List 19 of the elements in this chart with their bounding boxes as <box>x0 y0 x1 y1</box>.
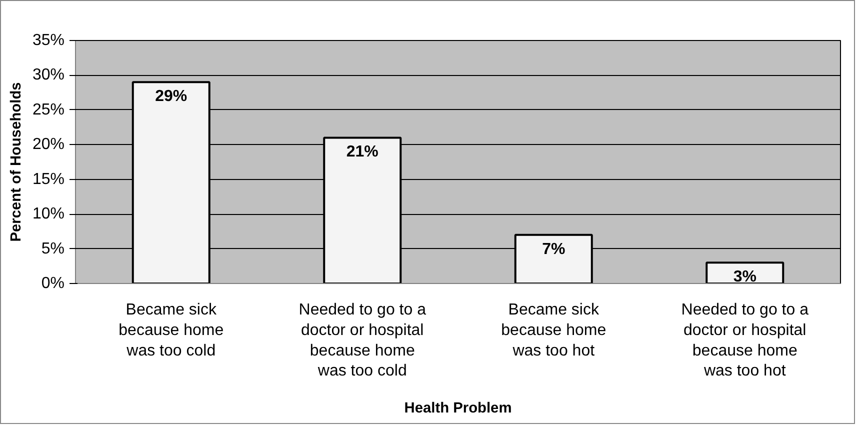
y-tick-label: 10% <box>32 206 65 223</box>
y-tick-label: 30% <box>32 66 65 84</box>
y-tick-label: 15% <box>32 170 65 188</box>
data-label: 29% <box>155 88 188 106</box>
data-label: 7% <box>542 240 566 258</box>
bar <box>706 262 784 284</box>
data-label: 3% <box>733 268 756 286</box>
y-tick-label: 0% <box>41 275 64 292</box>
y-tick-label: 35% <box>32 32 65 49</box>
y-tick-label: 25% <box>32 101 65 118</box>
y-axis-title: Percent of Households <box>8 82 24 242</box>
x-tick-label: Needed to go to a doctor or hospital because home was too cold <box>298 302 426 380</box>
x-axis-title: Health Problem <box>404 400 512 417</box>
y-tick-label: 20% <box>32 136 65 154</box>
data-label: 21% <box>346 144 378 161</box>
x-tick-label: Became sick because home was too cold <box>118 302 224 360</box>
x-tick-label: Became sick because home was too hot <box>501 302 606 360</box>
x-tick-label: Needed to go to a doctor or hospital because home was too hot <box>681 302 809 380</box>
y-tick-label: 5% <box>41 240 64 258</box>
